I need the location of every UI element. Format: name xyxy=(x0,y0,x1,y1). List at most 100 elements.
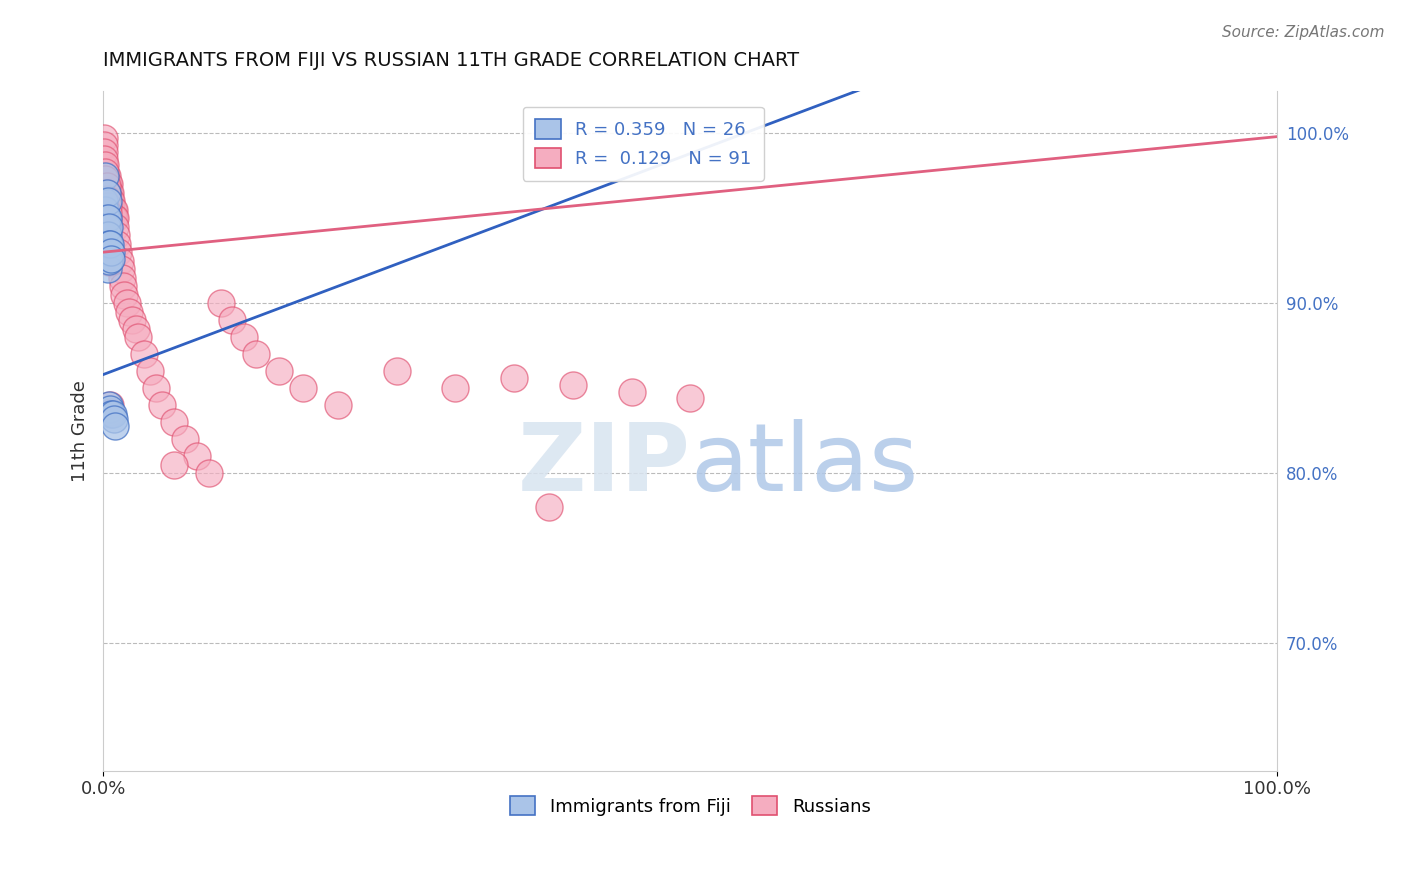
Point xyxy=(115,296,138,310)
Point xyxy=(444,381,467,395)
Point xyxy=(96,211,118,226)
Text: atlas: atlas xyxy=(690,418,918,511)
Point xyxy=(98,236,121,251)
Point xyxy=(93,145,115,159)
Point xyxy=(103,411,125,425)
Point xyxy=(121,313,143,327)
Point xyxy=(620,384,643,399)
Point xyxy=(94,177,117,191)
Point xyxy=(97,228,120,243)
Point xyxy=(269,364,291,378)
Y-axis label: 11th Grade: 11th Grade xyxy=(72,380,89,482)
Point xyxy=(112,287,135,301)
Text: IMMIGRANTS FROM FIJI VS RUSSIAN 11TH GRADE CORRELATION CHART: IMMIGRANTS FROM FIJI VS RUSSIAN 11TH GRA… xyxy=(103,51,799,70)
Point xyxy=(103,202,125,217)
Point xyxy=(94,159,117,173)
Point xyxy=(94,172,117,186)
Point xyxy=(100,194,122,209)
Point xyxy=(94,202,117,217)
Point xyxy=(97,219,120,234)
Point xyxy=(97,177,120,191)
Point xyxy=(98,398,121,412)
Point xyxy=(97,186,120,200)
Point xyxy=(96,178,118,193)
Point xyxy=(100,211,122,226)
Point xyxy=(127,330,149,344)
Point xyxy=(93,152,115,166)
Point xyxy=(326,398,349,412)
Point xyxy=(186,449,208,463)
Point xyxy=(96,186,118,200)
Point xyxy=(97,211,120,226)
Point xyxy=(98,202,121,217)
Text: ZIP: ZIP xyxy=(517,418,690,511)
Point xyxy=(107,245,129,260)
Point xyxy=(101,202,124,217)
Point xyxy=(98,177,121,191)
Point xyxy=(108,253,131,268)
Point xyxy=(93,138,115,153)
Point xyxy=(104,418,127,433)
Point xyxy=(233,330,256,344)
Point xyxy=(96,211,118,226)
Point xyxy=(98,186,121,200)
Point xyxy=(93,228,115,243)
Point xyxy=(145,381,167,395)
Point xyxy=(98,219,121,234)
Point xyxy=(93,194,115,209)
Point xyxy=(118,304,141,318)
Point xyxy=(98,401,121,416)
Point xyxy=(150,398,173,412)
Point xyxy=(97,194,120,209)
Point xyxy=(96,193,118,207)
Point xyxy=(96,169,118,183)
Point xyxy=(291,381,314,395)
Point xyxy=(103,211,125,226)
Point xyxy=(94,194,117,209)
Point xyxy=(98,211,121,226)
Point xyxy=(98,245,121,260)
Point xyxy=(245,347,267,361)
Point xyxy=(98,186,121,200)
Point xyxy=(221,313,243,327)
Point xyxy=(97,199,120,213)
Point xyxy=(98,236,121,251)
Point xyxy=(100,407,122,421)
Point xyxy=(93,131,115,145)
Point xyxy=(98,253,121,268)
Point xyxy=(101,407,124,421)
Point xyxy=(104,219,127,234)
Point xyxy=(96,219,118,234)
Point xyxy=(101,211,124,226)
Point xyxy=(97,213,120,227)
Point xyxy=(162,458,184,472)
Point xyxy=(162,415,184,429)
Point xyxy=(98,255,121,269)
Point xyxy=(98,194,121,209)
Point xyxy=(97,245,120,260)
Point xyxy=(100,252,122,266)
Point xyxy=(385,364,408,378)
Point xyxy=(94,169,117,183)
Point xyxy=(97,206,120,220)
Point xyxy=(96,245,118,260)
Point xyxy=(96,186,118,200)
Point xyxy=(561,377,583,392)
Point xyxy=(209,296,232,310)
Point xyxy=(94,165,117,179)
Point xyxy=(100,245,122,260)
Point xyxy=(503,371,526,385)
Point xyxy=(98,398,121,412)
Point xyxy=(112,279,135,293)
Point xyxy=(97,262,120,277)
Point xyxy=(134,347,156,361)
Point xyxy=(105,236,128,251)
Point xyxy=(96,202,118,217)
Point xyxy=(104,211,127,226)
Point xyxy=(96,177,118,191)
Point xyxy=(100,405,122,419)
Point xyxy=(94,236,117,251)
Point xyxy=(105,228,128,243)
Point xyxy=(97,211,120,226)
Point xyxy=(96,186,118,200)
